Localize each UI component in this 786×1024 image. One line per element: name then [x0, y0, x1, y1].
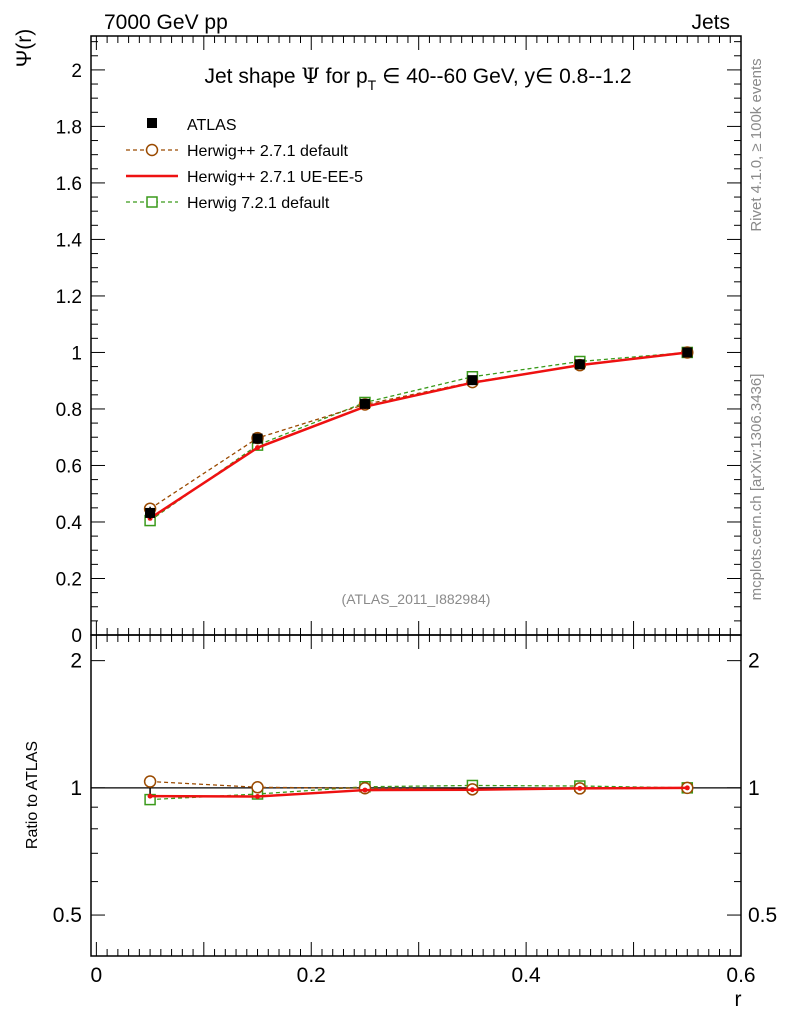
- x-tick-labels: 0 0.2 0.4 0.6: [91, 964, 756, 987]
- legend-entry-herwigpp-default: Herwig++ 2.7.1 default: [126, 143, 349, 160]
- legend-entry-herwig7: Herwig 7.2.1 default: [126, 195, 330, 212]
- x-tick-label: 0.4: [512, 964, 542, 987]
- main-line-herwigpp_default: [149, 351, 688, 510]
- x-tick-label: 0: [91, 964, 103, 987]
- main-y-tick-label: 1: [71, 343, 82, 364]
- ratio-plot-frame: [90, 634, 742, 957]
- header-left-title: 7000 GeV pp: [104, 11, 228, 34]
- ratio-y-tick-labels: 0.5 0.5 1 1 2 2: [53, 650, 777, 927]
- main-y-tick-label: 1.8: [56, 117, 82, 138]
- ratio-point-herwigpp_ue: [469, 787, 475, 793]
- main-series-herwig7: [144, 346, 694, 527]
- legend-marker-herwig7: [146, 196, 158, 208]
- ratio-line-herwigpp_ue: [150, 786, 688, 798]
- ratio-y-tick-label: 1: [70, 777, 82, 800]
- ratio-y-tick-label-right: 1: [748, 777, 760, 800]
- main-top-series-atlas: [145, 347, 693, 520]
- main-y-tick-label: 2: [71, 61, 82, 82]
- ratio-point-herwigpp_default: [143, 775, 157, 788]
- ratio-series-herwigpp_default: [143, 775, 694, 796]
- legend-label-herwigpp-ue: Herwig++ 2.7.1 UE-EE-5: [187, 169, 363, 186]
- main-y-tick-label: 0.2: [56, 569, 82, 590]
- main-y-axis-label: Ψ(r): [13, 29, 36, 68]
- main-top-point-atlas: [574, 359, 585, 370]
- main-y-tick-label: 1.6: [56, 174, 82, 195]
- chart-title-subscript: T: [368, 77, 377, 93]
- ratio-series-layer: [91, 775, 741, 806]
- main-series-herwigpp_default: [143, 346, 694, 515]
- x-axis-label: r: [735, 988, 742, 1011]
- main-y-tick-label: 0.4: [56, 513, 83, 534]
- main-top-point-atlas: [252, 433, 263, 444]
- main-top-point-atlas: [682, 347, 693, 358]
- legend-label-atlas: ATLAS: [187, 117, 237, 134]
- legend-entry-atlas: ATLAS: [147, 117, 237, 134]
- main-series-herwigpp_ue: [147, 349, 690, 521]
- legend: ATLAS Herwig++ 2.7.1 default Herwig++ 2.…: [126, 117, 363, 212]
- ratio-y-tick-label: 2: [70, 650, 82, 673]
- main-y-tick-labels: 0 0.2 0.4 0.6 0.8 1 1.2 1.4 1.6 1.8 2: [56, 61, 83, 647]
- chart-title-range: ∈ 40--60 GeV, y∈ 0.8--1.2: [376, 65, 631, 88]
- ratio-line-herwig7: [150, 784, 688, 801]
- main-axis-ticks: [91, 36, 742, 636]
- main-y-tick-label: 0.6: [56, 456, 82, 477]
- rivet-version-label: Rivet 4.1.0, ≥ 100k events: [748, 58, 765, 231]
- ratio-y-tick-label-right: 2: [748, 650, 760, 673]
- ratio-y-axis-label: Ratio to ATLAS: [24, 741, 41, 849]
- legend-label-herwig7: Herwig 7.2.1 default: [187, 195, 330, 212]
- main-series-atlas: [145, 347, 693, 520]
- ratio-axis-ticks: [91, 635, 742, 957]
- ratio-point-herwigpp_ue: [684, 785, 690, 791]
- main-y-tick-label: 0.8: [56, 400, 82, 421]
- legend-marker-atlas: [147, 118, 157, 128]
- ratio-point-herwigpp_ue: [362, 787, 368, 793]
- ratio-panel: 0.5 0.5 1 1 2 2 0 0.2 0.4 0.6 Ratio to ATLAS r: [24, 634, 777, 1011]
- main-top-point-atlas: [467, 375, 478, 386]
- legend-label-herwigpp-default: Herwig++ 2.7.1 default: [187, 143, 349, 160]
- chart-title-mid: for p: [320, 65, 368, 88]
- main-y-tick-label: 0: [71, 626, 82, 647]
- ratio-y-tick-label-right: 0.5: [748, 904, 777, 927]
- ratio-point-herwigpp_default: [251, 781, 264, 794]
- main-line-herwigpp_ue: [149, 351, 688, 520]
- chart-title: Jet shape Ψ for pT ∈ 40--60 GeV, y∈ 0.8-…: [204, 64, 631, 93]
- main-top-point-atlas: [145, 507, 156, 518]
- ratio-series-herwigpp_ue: [147, 785, 690, 799]
- main-panel: 0 0.2 0.4 0.6 0.8 1 1.2 1.4 1.6 1.8 2 Ψ(r) Jet sha…: [13, 29, 742, 647]
- legend-marker-herwigpp-default: [145, 143, 159, 157]
- analysis-id-label: (ATLAS_2011_I882984): [342, 591, 491, 607]
- x-tick-label: 0.6: [726, 964, 755, 987]
- x-tick-label: 0.2: [297, 964, 326, 987]
- main-line-herwig7: [149, 351, 688, 522]
- chart-title-psi: Ψ: [301, 64, 319, 88]
- chart-title-prefix: Jet shape: [204, 65, 301, 88]
- header-right-title: Jets: [691, 11, 730, 34]
- ratio-point-herwigpp_ue: [147, 793, 153, 799]
- main-top-point-atlas: [359, 398, 370, 409]
- ratio-series-herwig7: [144, 779, 694, 806]
- main-y-tick-label: 1.2: [56, 287, 82, 308]
- ratio-y-tick-label: 0.5: [53, 904, 82, 927]
- main-series-layer: [143, 346, 694, 527]
- ratio-point-herwigpp_ue: [577, 785, 583, 791]
- legend-entry-herwigpp-ue: Herwig++ 2.7.1 UE-EE-5: [126, 169, 363, 186]
- ratio-point-herwigpp_ue: [255, 793, 261, 799]
- mcplots-source-label: mcplots.cern.ch [arXiv:1306.3436]: [748, 374, 765, 601]
- main-y-tick-label: 1.4: [56, 230, 83, 251]
- main-point-herwigpp_ue: [255, 445, 261, 451]
